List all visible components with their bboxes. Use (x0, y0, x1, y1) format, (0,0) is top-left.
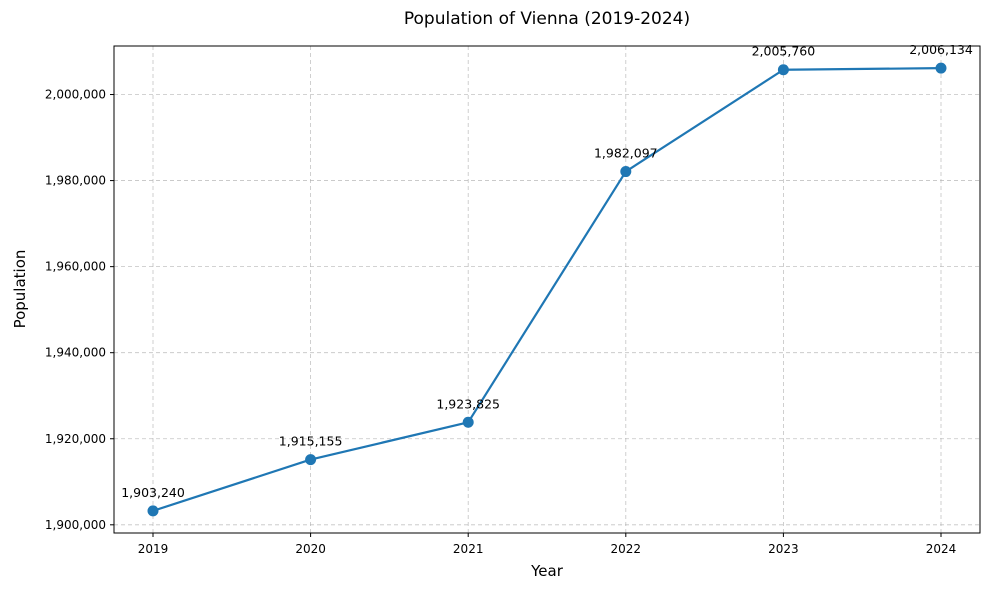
x-tick-label: 2023 (768, 542, 799, 556)
y-tick-label: 1,920,000 (45, 432, 106, 446)
data-label: 1,915,155 (279, 434, 343, 449)
data-label: 1,903,240 (121, 485, 185, 500)
grid-lines (114, 46, 980, 533)
y-axis-ticks: 1,900,000 1,920,000 1,940,000 1,960,000 1,98… (45, 88, 114, 532)
plot-frame (113, 45, 981, 534)
y-axis-label: Population (11, 250, 29, 329)
x-axis-ticks: 2019 2020 2021 2022 2023 2024 (138, 533, 957, 556)
y-tick-label: 1,960,000 (45, 260, 106, 274)
data-point (777, 64, 789, 76)
chart-title: Population of Vienna (2019-2024) (404, 9, 690, 29)
x-tick-label: 2019 (138, 542, 169, 556)
data-point (147, 505, 159, 517)
data-point (462, 416, 474, 428)
x-tick-label: 2021 (453, 542, 484, 556)
series-line (151, 67, 943, 512)
y-tick-label: 1,900,000 (45, 518, 106, 532)
data-label: 2,005,760 (752, 44, 816, 59)
y-tick-label: 2,000,000 (45, 88, 106, 102)
data-point (935, 62, 947, 74)
x-tick-label: 2022 (611, 542, 642, 556)
data-point (620, 166, 632, 178)
series-lines (151, 67, 943, 512)
x-axis-label: Year (530, 562, 564, 580)
y-tick-label: 1,980,000 (45, 174, 106, 188)
data-label: 2,006,134 (909, 42, 973, 57)
data-point (305, 454, 317, 466)
data-points (147, 62, 947, 517)
data-label: 1,923,825 (436, 396, 500, 411)
x-tick-label: 2024 (926, 542, 957, 556)
x-tick-label: 2020 (295, 542, 326, 556)
y-tick-label: 1,940,000 (45, 346, 106, 360)
data-labels: 1,903,240 1,915,155 1,923,825 1,982,097 2,00… (121, 42, 973, 500)
data-label: 1,982,097 (594, 146, 658, 161)
